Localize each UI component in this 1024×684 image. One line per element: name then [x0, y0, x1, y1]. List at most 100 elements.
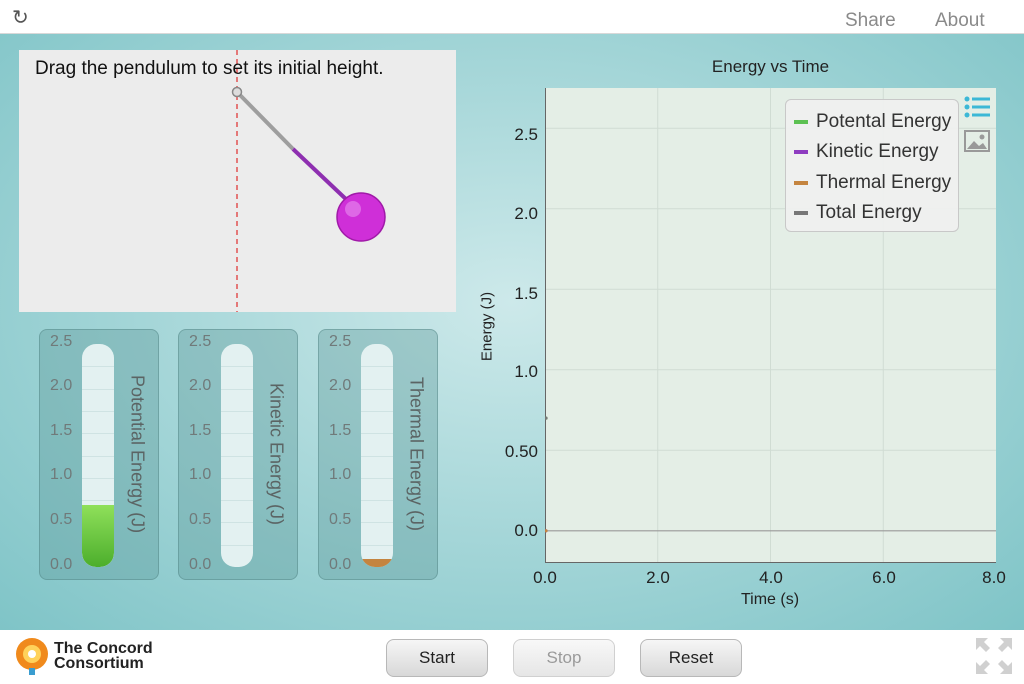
- start-button[interactable]: Start: [386, 639, 488, 677]
- bar-tick: 2.0: [50, 377, 73, 394]
- tube-gridline: [221, 410, 253, 412]
- bar-tick: 0.0: [189, 556, 212, 573]
- tube-gridline: [361, 366, 393, 368]
- x-tick-label: 4.0: [759, 568, 783, 587]
- bar-tick: 1.5: [329, 422, 352, 439]
- pendulum-simulation[interactable]: Drag the pendulum to set its initial hei…: [19, 50, 456, 312]
- image-icon[interactable]: [964, 130, 990, 152]
- reload-icon[interactable]: ↻: [12, 7, 29, 29]
- y-tick-label: 2.0: [514, 204, 538, 223]
- tube-gridline: [82, 455, 114, 457]
- y-tick-label: 2.5: [514, 125, 538, 144]
- kinetic-energy-bar: 2.5 2.0 1.5 1.0 0.5 0.0 Kinetic Energy (…: [178, 329, 298, 580]
- bar-fill: [82, 504, 114, 567]
- tube-gridline: [221, 522, 253, 524]
- y-tick-label: 0.50: [504, 442, 538, 461]
- bar-tube: [361, 344, 393, 567]
- bar-title: Thermal Energy (J): [406, 377, 427, 532]
- legend-swatch: [794, 120, 808, 124]
- legend-label: Total Energy: [816, 202, 922, 223]
- bar-tick: 1.0: [329, 466, 352, 483]
- legend-item-kinetic: Kinetic Energy: [794, 140, 939, 164]
- tube-gridline: [361, 433, 393, 435]
- tube-gridline: [361, 388, 393, 390]
- pendulum-bob[interactable]: [336, 192, 386, 242]
- x-tick-label: 8.0: [982, 568, 1006, 587]
- legend-item-potential: Potental Energy: [794, 110, 951, 134]
- bar-fill: [361, 559, 393, 567]
- legend-label: Kinetic Energy: [816, 141, 939, 162]
- legend-label: Potental Energy: [816, 111, 952, 132]
- tube-gridline: [361, 544, 393, 546]
- y-tick-label: 1.5: [514, 284, 538, 303]
- tube-gridline: [361, 522, 393, 524]
- pendulum-canvas[interactable]: [19, 50, 456, 312]
- tube-gridline: [82, 477, 114, 479]
- chart-svg: [545, 88, 996, 563]
- top-bar: ↻ Share About: [0, 0, 1024, 34]
- bar-tick: 1.0: [189, 466, 212, 483]
- about-link[interactable]: About: [935, 10, 985, 31]
- bar-tick: 2.5: [50, 333, 73, 350]
- tube-gridline: [221, 433, 253, 435]
- concord-logo-icon: [16, 638, 48, 675]
- bob-highlight: [345, 201, 361, 217]
- x-tick-label: 6.0: [872, 568, 896, 587]
- bar-tube: [221, 344, 253, 567]
- bar-tick: 2.5: [189, 333, 212, 350]
- pivot: [231, 86, 243, 98]
- logo-line2: Consortium: [54, 655, 144, 672]
- data-point-total-energy: [545, 416, 548, 420]
- legend-swatch: [794, 211, 808, 215]
- bar-tick: 2.5: [329, 333, 352, 350]
- x-axis-title: Time (s): [740, 591, 800, 608]
- bar-tick: 0.0: [329, 556, 352, 573]
- tube-gridline: [82, 500, 114, 502]
- bar-tick: 0.5: [50, 511, 73, 528]
- potential-energy-bar: 2.5 2.0 1.5 1.0 0.5 0.0 Potential Energy…: [39, 329, 159, 580]
- bar-tick: 0.5: [329, 511, 352, 528]
- tube-gridline: [82, 366, 114, 368]
- tube-gridline: [221, 455, 253, 457]
- bar-tick: 2.0: [189, 377, 212, 394]
- list-icon[interactable]: [964, 96, 990, 118]
- bar-title: Potential Energy (J): [127, 375, 148, 534]
- stop-button[interactable]: Stop: [513, 639, 615, 677]
- instruction-text: Drag the pendulum to set its initial hei…: [35, 58, 384, 79]
- thermal-energy-bar: 2.5 2.0 1.5 1.0 0.5 0.0 Thermal Energy (…: [318, 329, 438, 580]
- legend-label: Thermal Energy: [816, 172, 952, 193]
- y-tick-label: 0.0: [514, 521, 538, 540]
- tube-gridline: [82, 410, 114, 412]
- pendulum-rod: [291, 147, 351, 204]
- bar-tick: 0.0: [50, 556, 73, 573]
- tube-gridline: [221, 366, 253, 368]
- y-axis-title: Energy (J): [478, 291, 496, 362]
- chart-legend: Potental Energy Kinetic Energy Thermal E…: [785, 99, 959, 232]
- fullscreen-icon[interactable]: [974, 636, 1014, 676]
- tube-gridline: [82, 433, 114, 435]
- tube-gridline: [361, 477, 393, 479]
- x-tick-label: 0.0: [533, 568, 557, 587]
- bottom-bar: [0, 630, 1024, 684]
- bar-tick: 0.5: [189, 511, 212, 528]
- pendulum-string: [235, 90, 295, 151]
- reset-button[interactable]: Reset: [640, 639, 742, 677]
- chart-title: Energy vs Time: [711, 57, 830, 76]
- y-tick-label: 1.0: [514, 362, 538, 381]
- legend-item-total: Total Energy: [794, 201, 922, 225]
- bar-tick: 2.0: [329, 377, 352, 394]
- tube-gridline: [221, 388, 253, 390]
- tube-gridline: [221, 477, 253, 479]
- concord-logo: The Concord Consortium: [54, 640, 153, 672]
- tube-gridline: [361, 455, 393, 457]
- share-link[interactable]: Share: [845, 10, 896, 31]
- tube-gridline: [221, 500, 253, 502]
- logo-line1: The Concord: [54, 640, 153, 657]
- legend-swatch: [794, 150, 808, 154]
- legend-swatch: [794, 181, 808, 185]
- data-point-thermal-energy: [545, 529, 548, 533]
- bar-tick: 1.0: [50, 466, 73, 483]
- tube-gridline: [361, 410, 393, 412]
- tube-gridline: [221, 544, 253, 546]
- bar-tick: 1.5: [189, 422, 212, 439]
